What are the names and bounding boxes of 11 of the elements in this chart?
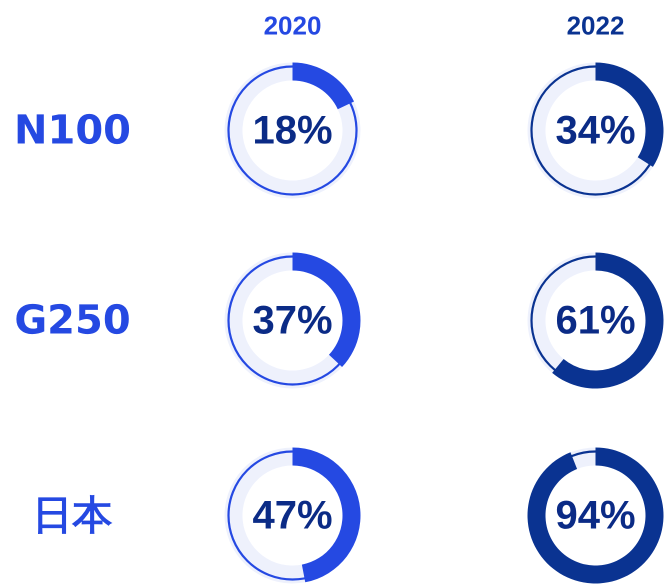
text: 34% — [555, 108, 636, 152]
text: 94% — [555, 494, 636, 538]
text: N100 — [14, 108, 131, 154]
text: G250 — [14, 298, 131, 344]
text: 日本 — [32, 492, 112, 538]
chart-title: 2022 — [566, 10, 624, 40]
text: 37% — [252, 298, 333, 342]
text: 47% — [252, 494, 333, 538]
chart-title: 2020 — [264, 10, 322, 40]
text: 18% — [252, 108, 333, 152]
text: 61% — [555, 298, 636, 342]
